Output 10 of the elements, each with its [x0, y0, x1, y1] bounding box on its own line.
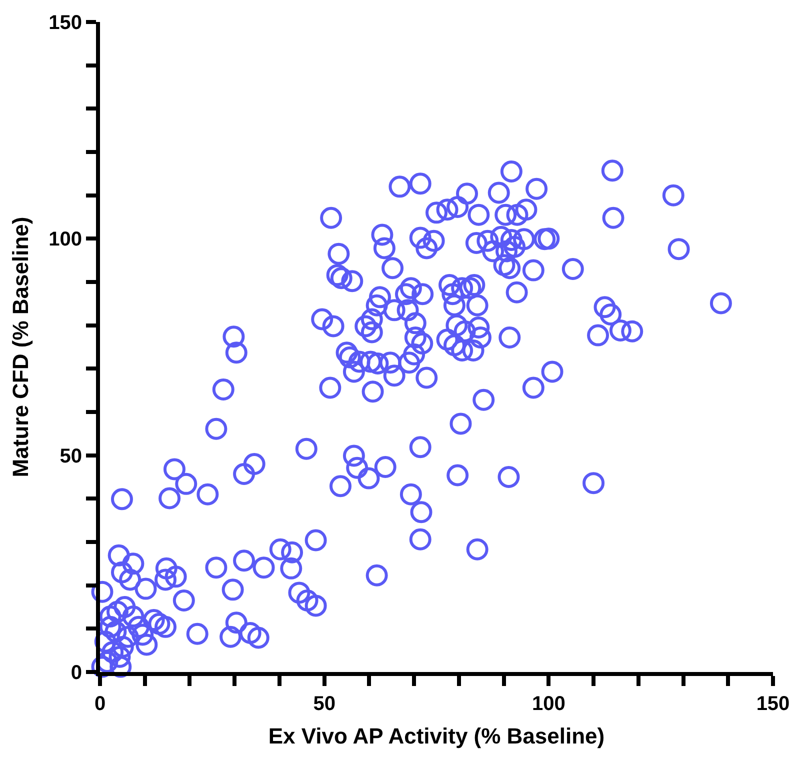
x-tick-label: 100 — [532, 693, 566, 715]
x-tick-label: 150 — [756, 693, 790, 715]
y-tick-label: 0 — [70, 662, 82, 684]
x-tick-label: 50 — [313, 693, 336, 715]
x-tick-label: 0 — [94, 693, 106, 715]
y-axis-title: Mature CFD (% Baseline) — [8, 216, 33, 478]
x-axis-title: Ex Vivo AP Activity (% Baseline) — [268, 723, 605, 748]
y-tick-label: 100 — [48, 228, 82, 251]
y-tick-label: 150 — [48, 12, 82, 34]
y-tick-label: 50 — [60, 445, 82, 468]
